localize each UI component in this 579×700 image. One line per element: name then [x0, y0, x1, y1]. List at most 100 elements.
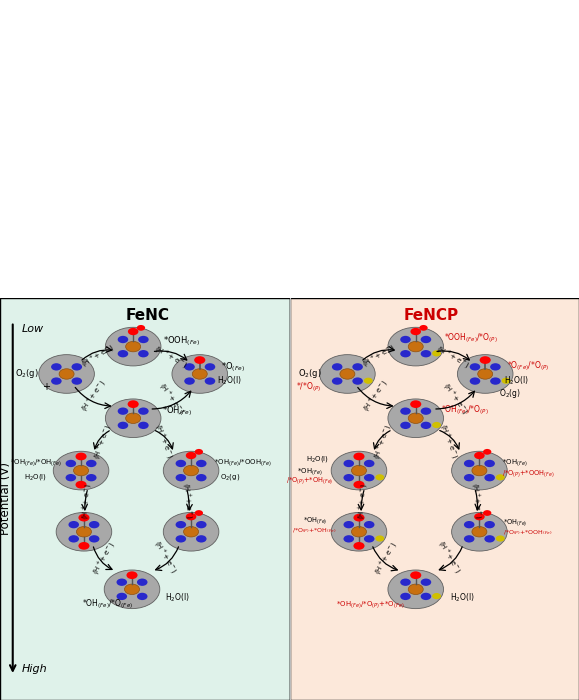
Circle shape — [410, 400, 422, 408]
Text: *O$_{(Fe)}$/*O$_{(P)}$: *O$_{(Fe)}$/*O$_{(P)}$ — [507, 359, 549, 373]
Circle shape — [138, 350, 149, 358]
Circle shape — [388, 399, 444, 438]
Circle shape — [56, 512, 112, 551]
Circle shape — [421, 336, 431, 343]
Circle shape — [340, 369, 355, 379]
Text: (H$^+$+ e$^-$): (H$^+$+ e$^-$) — [79, 342, 117, 370]
Circle shape — [76, 526, 91, 537]
Circle shape — [205, 377, 215, 385]
Text: FeNCP: FeNCP — [404, 307, 459, 323]
Circle shape — [452, 512, 507, 551]
FancyBboxPatch shape — [75, 671, 142, 697]
Circle shape — [184, 466, 199, 476]
Circle shape — [490, 363, 501, 370]
Circle shape — [51, 377, 61, 385]
Circle shape — [400, 350, 411, 358]
Text: /*O$_{(P)}$+*OH$_{(Fe)}$: /*O$_{(P)}$+*OH$_{(Fe)}$ — [286, 475, 334, 486]
Circle shape — [457, 355, 513, 393]
Circle shape — [86, 460, 97, 467]
Text: (H$^+$+ e$^-$): (H$^+$+ e$^-$) — [371, 422, 395, 461]
Text: /*O$_{(P)}$+*OOH$_{(Fe)}$: /*O$_{(P)}$+*OOH$_{(Fe)}$ — [503, 529, 552, 537]
Circle shape — [196, 536, 207, 542]
Text: Low: Low — [22, 323, 44, 334]
Circle shape — [72, 363, 82, 370]
Text: (H$^+$+ e$^-$): (H$^+$+ e$^-$) — [152, 539, 179, 577]
Circle shape — [320, 355, 375, 393]
Text: (H$^+$+ e$^-$): (H$^+$+ e$^-$) — [152, 422, 175, 461]
Text: 30 nm: 30 nm — [230, 524, 259, 533]
FancyBboxPatch shape — [75, 522, 142, 548]
Circle shape — [464, 536, 474, 542]
Circle shape — [175, 474, 186, 482]
Text: H$_2$O(l): H$_2$O(l) — [217, 374, 242, 387]
Circle shape — [472, 466, 487, 476]
Circle shape — [138, 421, 149, 429]
Circle shape — [490, 377, 501, 385]
Text: 30 nm: 30 nm — [375, 673, 404, 682]
Circle shape — [432, 593, 441, 599]
Circle shape — [126, 342, 141, 352]
FancyBboxPatch shape — [510, 671, 576, 697]
Text: Fe: Fe — [149, 407, 164, 417]
Circle shape — [483, 510, 492, 516]
Circle shape — [175, 460, 186, 467]
Text: Overlapped: Overlapped — [5, 556, 76, 566]
Circle shape — [175, 536, 186, 542]
Circle shape — [72, 377, 82, 385]
Text: (H$^+$+ e$^-$): (H$^+$+ e$^-$) — [372, 539, 401, 577]
Circle shape — [388, 570, 444, 608]
Circle shape — [479, 356, 491, 364]
Circle shape — [137, 325, 145, 331]
Circle shape — [464, 521, 474, 528]
Circle shape — [408, 584, 423, 594]
Circle shape — [353, 363, 363, 370]
Circle shape — [353, 514, 365, 522]
Text: *OOH$_{(Fe)}$: *OOH$_{(Fe)}$ — [163, 334, 200, 348]
Circle shape — [331, 452, 387, 490]
Text: (H$^+$+ e$^-$): (H$^+$+ e$^-$) — [90, 539, 118, 577]
Text: *OH$_{(Fe)}$/*O$_{(Fe)}$: *OH$_{(Fe)}$/*O$_{(Fe)}$ — [82, 597, 133, 611]
Text: FeNC: FeNC — [126, 307, 170, 323]
Text: Electron
image: Electron image — [6, 407, 52, 428]
Text: 30 nm: 30 nm — [85, 524, 115, 533]
Text: H$_2$O(l): H$_2$O(l) — [165, 591, 190, 603]
Circle shape — [196, 474, 207, 482]
Circle shape — [351, 526, 367, 537]
Circle shape — [400, 593, 411, 600]
Circle shape — [408, 342, 423, 352]
Circle shape — [195, 449, 203, 455]
Circle shape — [343, 521, 354, 528]
FancyBboxPatch shape — [0, 298, 290, 700]
Circle shape — [194, 356, 206, 364]
Circle shape — [375, 474, 384, 480]
Text: 30 nm: 30 nm — [230, 673, 259, 682]
Text: (H$^+$+ e$^-$): (H$^+$+ e$^-$) — [156, 380, 186, 417]
Circle shape — [421, 593, 431, 600]
Circle shape — [410, 571, 422, 579]
Text: *OH$_{(Fe)}$: *OH$_{(Fe)}$ — [297, 466, 323, 477]
FancyBboxPatch shape — [365, 522, 431, 548]
Text: *OH$_{(Fe)}$: *OH$_{(Fe)}$ — [303, 515, 328, 526]
Circle shape — [175, 521, 186, 528]
Circle shape — [163, 452, 219, 490]
Circle shape — [186, 513, 196, 520]
Circle shape — [138, 407, 149, 415]
Circle shape — [478, 369, 493, 379]
Text: *O$_{(Fe)}$: *O$_{(Fe)}$ — [221, 360, 245, 374]
Circle shape — [163, 512, 219, 551]
Text: *OH$_{(Fe)}$/*OH$_{(Fe)}$: *OH$_{(Fe)}$/*OH$_{(Fe)}$ — [10, 457, 62, 468]
Text: N: N — [294, 407, 303, 417]
Circle shape — [343, 474, 354, 482]
Circle shape — [400, 421, 411, 429]
Circle shape — [59, 369, 74, 379]
Circle shape — [89, 521, 100, 528]
Circle shape — [400, 336, 411, 343]
Circle shape — [53, 452, 109, 490]
Text: O$_2$(g): O$_2$(g) — [15, 368, 39, 381]
Circle shape — [39, 355, 94, 393]
Text: (H$^+$+ e$^-$): (H$^+$+ e$^-$) — [79, 482, 94, 520]
Circle shape — [408, 413, 423, 424]
Circle shape — [388, 328, 444, 366]
Circle shape — [400, 407, 411, 415]
Circle shape — [127, 400, 139, 408]
